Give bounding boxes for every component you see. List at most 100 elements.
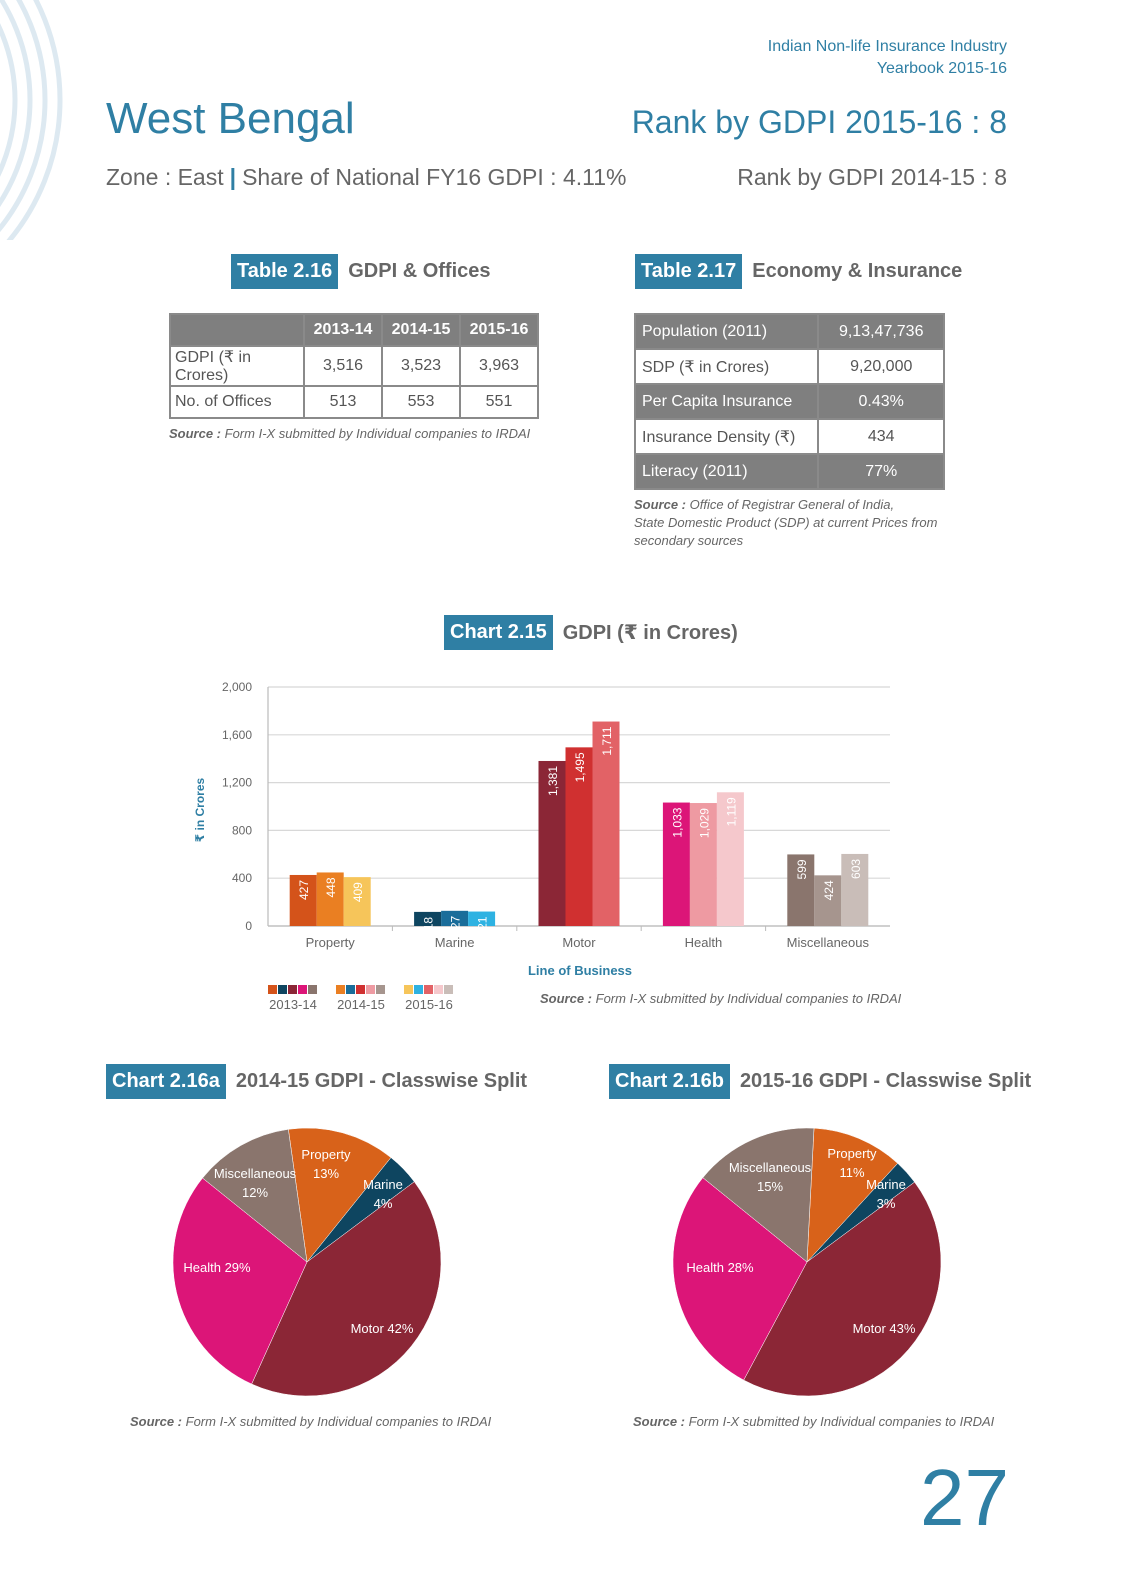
table-2-17-source: Source : Office of Registrar General of … bbox=[634, 496, 937, 550]
pie-chart-2014-15: Property 13% Marine 4% Motor 42% Health 29% Mi… bbox=[172, 1127, 442, 1397]
row-label: Population (2011) bbox=[633, 313, 820, 350]
table-2-17-tag: Table 2.17 bbox=[635, 254, 743, 289]
yearbook-header: Indian Non-life Insurance Industry Yearb… bbox=[768, 36, 1007, 80]
legend-swatch bbox=[404, 985, 413, 994]
bar-value-label: 1,495 bbox=[573, 752, 587, 782]
legend-swatch bbox=[278, 985, 287, 994]
bar-value-label: 1,381 bbox=[546, 766, 560, 796]
state-title: West Bengal bbox=[106, 94, 355, 143]
row-label: Insurance Density (₹) bbox=[633, 418, 820, 455]
table-cell: 553 bbox=[381, 385, 461, 419]
bar-value-label: 599 bbox=[795, 859, 809, 879]
pie-label: Motor 43% bbox=[853, 1321, 916, 1336]
bar-value-label: 448 bbox=[324, 877, 338, 897]
y-tick-label: 800 bbox=[232, 823, 252, 837]
y-axis-label: ₹ in Crores bbox=[193, 777, 207, 842]
chart-2-15-heading: GDPI (₹ in Crores) bbox=[562, 622, 738, 644]
x-tick-label: Marine bbox=[435, 935, 475, 950]
pie-label: Property 13% bbox=[301, 1147, 351, 1181]
x-tick-label: Property bbox=[306, 935, 356, 950]
bar bbox=[662, 802, 690, 926]
decorative-arcs bbox=[0, 0, 63, 240]
table-2-17-heading: Economy & Insurance bbox=[752, 260, 963, 282]
row-label: Per Capita Insurance bbox=[633, 383, 820, 420]
table-2-17-title: Table 2.17 Economy & Insurance bbox=[635, 254, 962, 289]
row-value: 9,13,47,736 bbox=[817, 313, 945, 350]
pie-slice bbox=[743, 1181, 942, 1397]
pie-label: Motor 42% bbox=[351, 1321, 414, 1336]
table-row: Population (2011) 9,13,47,736 bbox=[633, 313, 945, 350]
bar-value-label: 603 bbox=[849, 859, 863, 879]
chart-2-16b-tag: Chart 2.16b bbox=[609, 1064, 730, 1099]
page-number: 27 bbox=[920, 1453, 1009, 1542]
chart-2-16a-source: Source : Form I-X submitted by Individua… bbox=[130, 1413, 491, 1431]
table-row: No. of Offices 513 553 551 bbox=[169, 385, 539, 419]
table-cell: 3,516 bbox=[303, 345, 383, 387]
bar bbox=[316, 872, 344, 926]
bar bbox=[441, 910, 469, 926]
bar-value-label: 424 bbox=[822, 880, 836, 900]
source-label: Source : bbox=[130, 1414, 183, 1429]
table-economy-insurance: Population (2011) 9,13,47,736 SDP (₹ in … bbox=[633, 313, 945, 490]
table-2-16-title: Table 2.16 GDPI & Offices bbox=[231, 254, 491, 289]
table-row: Literacy (2011) 77% bbox=[633, 453, 945, 490]
legend-swatch bbox=[298, 985, 307, 994]
row-label: SDP (₹ in Crores) bbox=[633, 348, 820, 385]
table-cell: 3,523 bbox=[381, 345, 461, 387]
bar-value-label: 1,029 bbox=[697, 808, 711, 838]
legend-swatch bbox=[376, 985, 385, 994]
legend-swatch bbox=[288, 985, 297, 994]
pie-label: Property 11% bbox=[827, 1146, 877, 1180]
y-tick-label: 1,200 bbox=[222, 776, 252, 790]
bar-value-label: 409 bbox=[351, 882, 365, 902]
zone-label: Zone : East bbox=[106, 164, 224, 190]
pie-slice bbox=[202, 1129, 308, 1263]
x-tick-label: Health bbox=[685, 935, 723, 950]
pie-slice bbox=[251, 1181, 442, 1397]
chart-2-16a-title: Chart 2.16a 2014-15 GDPI - Classwise Spl… bbox=[106, 1064, 527, 1099]
chart-2-15-source: Source : Form I-X submitted by Individua… bbox=[540, 990, 901, 1008]
pie-label: Marine 3% bbox=[866, 1177, 906, 1211]
y-tick-label: 2,000 bbox=[222, 680, 252, 694]
pie-chart-2015-16: Property 11%Marine 3% Motor 43% Health 28% Mi… bbox=[672, 1127, 942, 1397]
legend-swatch bbox=[336, 985, 345, 994]
row-label: No. of Offices bbox=[169, 385, 305, 419]
source-text: Form I-X submitted by Individual compani… bbox=[688, 1414, 995, 1429]
source-label: Source : bbox=[169, 426, 222, 441]
y-tick-label: 400 bbox=[232, 871, 252, 885]
chart-2-16a-tag: Chart 2.16a bbox=[106, 1064, 226, 1099]
legend-item: 2013-14 bbox=[268, 982, 318, 1012]
table-2-16-source: Source : Form I-X submitted by Individua… bbox=[169, 425, 530, 443]
table-header-row: 2013-14 2014-15 2015-16 bbox=[169, 313, 539, 347]
bar bbox=[468, 911, 496, 926]
table-header-blank bbox=[169, 313, 305, 347]
chart-2-16b-heading: 2015-16 GDPI - Classwise Split bbox=[739, 1070, 1032, 1092]
table-2-16-tag: Table 2.16 bbox=[231, 254, 339, 289]
legend-swatch bbox=[424, 985, 433, 994]
zone-separator: | bbox=[229, 164, 237, 190]
x-axis-label: Line of Business bbox=[528, 963, 632, 978]
legend-swatch bbox=[268, 985, 277, 994]
bar bbox=[689, 803, 717, 926]
legend-swatch bbox=[366, 985, 375, 994]
pie-slice bbox=[288, 1127, 392, 1263]
bar bbox=[565, 747, 593, 926]
bar bbox=[289, 874, 317, 926]
table-row: Per Capita Insurance 0.43% bbox=[633, 383, 945, 420]
legend-swatch bbox=[346, 985, 355, 994]
x-tick-label: Motor bbox=[562, 935, 596, 950]
source-text: Form I-X submitted by Individual compani… bbox=[595, 991, 902, 1006]
bar bbox=[841, 853, 869, 926]
header-line1: Indian Non-life Insurance Industry bbox=[767, 38, 1007, 55]
x-tick-label: Miscellaneous bbox=[787, 935, 870, 950]
pie-slice bbox=[806, 1127, 899, 1263]
chart-2-16a-heading: 2014-15 GDPI - Classwise Split bbox=[235, 1070, 528, 1092]
source-line-1: Office of Registrar General of India, bbox=[689, 497, 895, 512]
legend-swatch bbox=[356, 985, 365, 994]
table-gdpi-offices: 2013-14 2014-15 2015-16 GDPI (₹ in Crore… bbox=[169, 313, 539, 419]
legend-item: 2015-16 bbox=[404, 982, 454, 1012]
row-label: Literacy (2011) bbox=[633, 453, 820, 490]
source-label: Source : bbox=[633, 1414, 686, 1429]
chart-2-15-tag: Chart 2.15 bbox=[444, 615, 553, 650]
pie-label: Health 29% bbox=[183, 1260, 251, 1275]
